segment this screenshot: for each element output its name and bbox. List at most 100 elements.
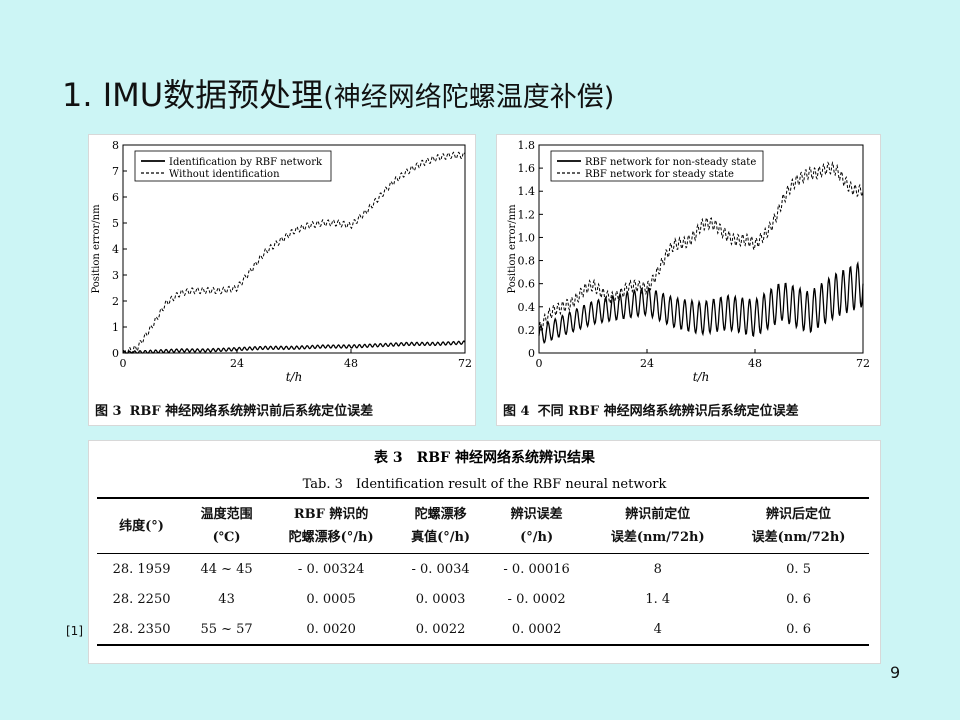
table-row: 28. 1959 44 ~ 45 - 0. 00324 - 0. 0034 - 0. 0… (97, 554, 869, 585)
table-cell: - 0. 00016 (503, 561, 570, 577)
table-title-en: Tab. 3 Identification result of the RBF … (302, 477, 667, 492)
y-tick-label: 3 (112, 269, 119, 282)
table-header-line: 误差(nm/72h) (751, 530, 846, 545)
x-tick-label: 48 (748, 357, 762, 370)
table-cell: 4 (587, 614, 729, 646)
legend-label: RBF network for non-steady state (585, 157, 756, 168)
figure-3-panel: 0 24 48 72 0 1 2 3 4 5 6 7 8 t/h Position error/nm Iden… (88, 134, 476, 426)
table-cell: 8 (653, 561, 662, 577)
table-header-line: 陀螺漂移 (414, 507, 467, 522)
x-tick-label: 0 (120, 357, 127, 370)
x-tick-label: 72 (458, 357, 472, 370)
table-header-cell: 陀螺漂移 真值(°/h) (395, 497, 486, 554)
table-cell: 28. 1959 (112, 561, 171, 577)
table-header-line: 温度范围 (200, 507, 253, 522)
table-header-line: (°/h) (520, 530, 554, 545)
table-3-panel: 表 3 RBF 神经网络系统辨识结果 Tab. 3 Identification… (88, 440, 881, 664)
y-tick-label: 7 (112, 165, 119, 178)
y-tick-label: 2 (112, 295, 119, 308)
figure-3-caption: 图 3 RBF 神经网络系统辨识前后系统定位误差 (95, 400, 381, 419)
table-cell: 44 ~ 45 (200, 561, 253, 577)
table-header-line: (℃) (212, 530, 241, 545)
x-tick-label: 0 (536, 357, 543, 370)
table-header-row: 纬度(°) 温度范围 (℃) RBF 辨识的 陀螺漂移(°/h) 陀螺漂移 真值(°/h) 辨… (97, 497, 869, 554)
y-tick-label: 0.4 (518, 301, 536, 314)
table-cell: - 0. 0002 (507, 591, 566, 607)
table-cell: 0. 0003 (415, 591, 466, 607)
slide-title-main: 1. IMU数据预处理 (62, 76, 324, 114)
table-header-line: RBF 辨识的 (293, 507, 369, 522)
x-axis-label: t/h (286, 370, 303, 384)
figure-4-panel: 0 24 48 72 0 0.2 0.4 0.6 0.8 1.0 1.2 1.4 1.6 1.8 t/h Po… (496, 134, 881, 426)
table-row: 28. 2350 55 ~ 57 0. 0020 0. 0022 0. 0002 4 0. … (97, 614, 869, 646)
identification-table: 纬度(°) 温度范围 (℃) RBF 辨识的 陀螺漂移(°/h) 陀螺漂移 真值(°/h) 辨… (97, 497, 869, 646)
table-cell: 0. 6 (786, 591, 811, 607)
x-tick-label: 24 (640, 357, 654, 370)
x-tick-label: 48 (344, 357, 358, 370)
table-cell: - 0. 0034 (411, 561, 470, 577)
series-line (538, 161, 864, 332)
legend-box (134, 150, 332, 182)
y-tick-label: 0.8 (518, 255, 536, 268)
figure-4-caption-text: 不同 RBF 神经网络系统辨识后系统定位误差 (537, 404, 799, 419)
table-cell: 28. 2350 (97, 614, 187, 646)
table-cell: 0. 0022 (395, 614, 486, 646)
table-header-line: 辨识误差 (510, 507, 563, 522)
figure-3-chart: 0 24 48 72 0 1 2 3 4 5 6 7 8 t/h Position error/nm Iden… (91, 139, 472, 384)
y-axis-label: Position error/nm (507, 204, 518, 294)
y-tick-label: 8 (112, 139, 119, 152)
y-tick-label: 1.2 (518, 208, 536, 221)
y-tick-label: 6 (112, 191, 119, 204)
table-header-cell: RBF 辨识的 陀螺漂移(°/h) (267, 497, 396, 554)
table-body: 28. 1959 44 ~ 45 - 0. 00324 - 0. 0034 - 0. 0… (97, 554, 869, 646)
table-cell: 0. 6 (728, 614, 869, 646)
y-tick-label: 0.2 (518, 324, 536, 337)
legend-label: Identification by RBF network (169, 157, 323, 168)
figure-4-chart: 0 24 48 72 0 0.2 0.4 0.6 0.8 1.0 1.2 1.4 1.6 1.8 t/h Po… (507, 139, 870, 384)
page-number: 9 (890, 663, 901, 682)
table-header-line: 辨识后定位 (766, 507, 832, 522)
table-header-line: 辨识前定位 (625, 507, 691, 522)
table-cell: 0. 5 (786, 561, 811, 577)
table-row: 28. 2250 43 0. 0005 0. 0003 - 0. 0002 1. 4 0. … (97, 584, 869, 614)
y-tick-label: 0 (528, 347, 535, 360)
series-line (122, 151, 466, 354)
y-tick-label: 5 (112, 217, 119, 230)
table-header-cell: 纬度(°) (97, 497, 187, 554)
table-cell: 28. 2250 (112, 591, 171, 607)
table-header-line: 误差(nm/72h) (610, 530, 705, 545)
plot-frame (538, 144, 864, 354)
y-tick-label: 0 (112, 347, 119, 360)
table-cell: - 0. 00324 (297, 561, 365, 577)
table-cell: 55 ~ 57 (186, 614, 268, 646)
y-tick-label: 0.6 (518, 278, 536, 291)
table-cell: 0. 0002 (485, 614, 588, 646)
slide-title-sub: (神经网络陀螺温度补偿) (323, 82, 615, 113)
table-title-cn: 表 3 RBF 神经网络系统辨识结果 (374, 450, 595, 466)
y-tick-label: 1 (112, 321, 119, 334)
table-header-cell: 温度范围 (℃) (186, 497, 268, 554)
legend-label: Without identification (169, 169, 280, 180)
y-tick-label: 1.4 (518, 185, 536, 198)
table-cell: 43 (218, 591, 235, 607)
x-tick-label: 24 (230, 357, 244, 370)
y-axis-label: Position error/nm (91, 204, 102, 294)
series-line (538, 260, 864, 344)
table-cell: 0. 0005 (306, 591, 356, 607)
table-header-cell: 辨识误差 (°/h) (485, 497, 588, 554)
series-line (122, 340, 466, 354)
legend-box (550, 150, 764, 182)
figure-3-number: 图 3 (95, 404, 122, 419)
figure-4-number: 图 4 (503, 404, 530, 419)
table-header-line: 陀螺漂移(°/h) (288, 530, 374, 545)
table-cell: 0. 0020 (267, 614, 396, 646)
table-cell: 1. 4 (645, 591, 671, 607)
x-tick-label: 72 (856, 357, 870, 370)
x-axis-label: t/h (693, 370, 710, 384)
table-header-cell: 辨识前定位误差(nm/72h) (587, 497, 729, 554)
figure-3-caption-text: RBF 神经网络系统辨识前后系统定位误差 (129, 404, 374, 419)
figure-4-caption: 图 4 不同 RBF 神经网络系统辨识后系统定位误差 (503, 400, 807, 419)
y-tick-label: 1.6 (518, 162, 536, 175)
y-tick-label: 1.0 (518, 231, 536, 244)
table-header-cell: 辨识后定位误差(nm/72h) (728, 497, 869, 554)
